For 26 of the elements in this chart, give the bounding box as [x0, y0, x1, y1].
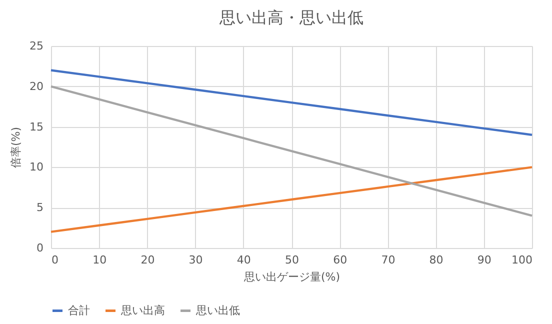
line-series [50, 85, 534, 217]
x-axis-title: 思い出ゲージ量(%) [242, 270, 340, 284]
x-tick-label: 20 [140, 254, 155, 266]
x-tick-label: 50 [285, 254, 299, 266]
y-tick-label: 10 [30, 160, 44, 174]
x-tick-label: 100 [512, 254, 532, 266]
x-tick-label: 80 [429, 254, 444, 266]
line-series [50, 69, 534, 136]
legend-label: 合計 [68, 304, 90, 317]
x-tick-label: 40 [236, 254, 251, 266]
y-tick-label: 20 [30, 80, 44, 93]
y-tick-label: 15 [30, 120, 44, 134]
y-tick-label: 0 [36, 242, 44, 254]
x-tick-label: 30 [188, 254, 203, 266]
x-tick-label: 60 [333, 254, 348, 266]
y-tick-label: 5 [36, 201, 44, 214]
x-tick-label: 70 [381, 254, 396, 266]
legend-label: 思い出高 [120, 304, 165, 317]
y-axis-title: 倍率(%) [10, 126, 23, 168]
x-tick-label: 90 [477, 254, 492, 266]
line-series [50, 166, 534, 233]
x-tick-label: 10 [92, 254, 107, 266]
chart-title: 思い出高・思い出低 [218, 8, 364, 27]
y-tick-label: 25 [30, 40, 44, 52]
x-tick-label: 0 [52, 254, 58, 266]
legend-label: 思い出低 [195, 304, 240, 317]
